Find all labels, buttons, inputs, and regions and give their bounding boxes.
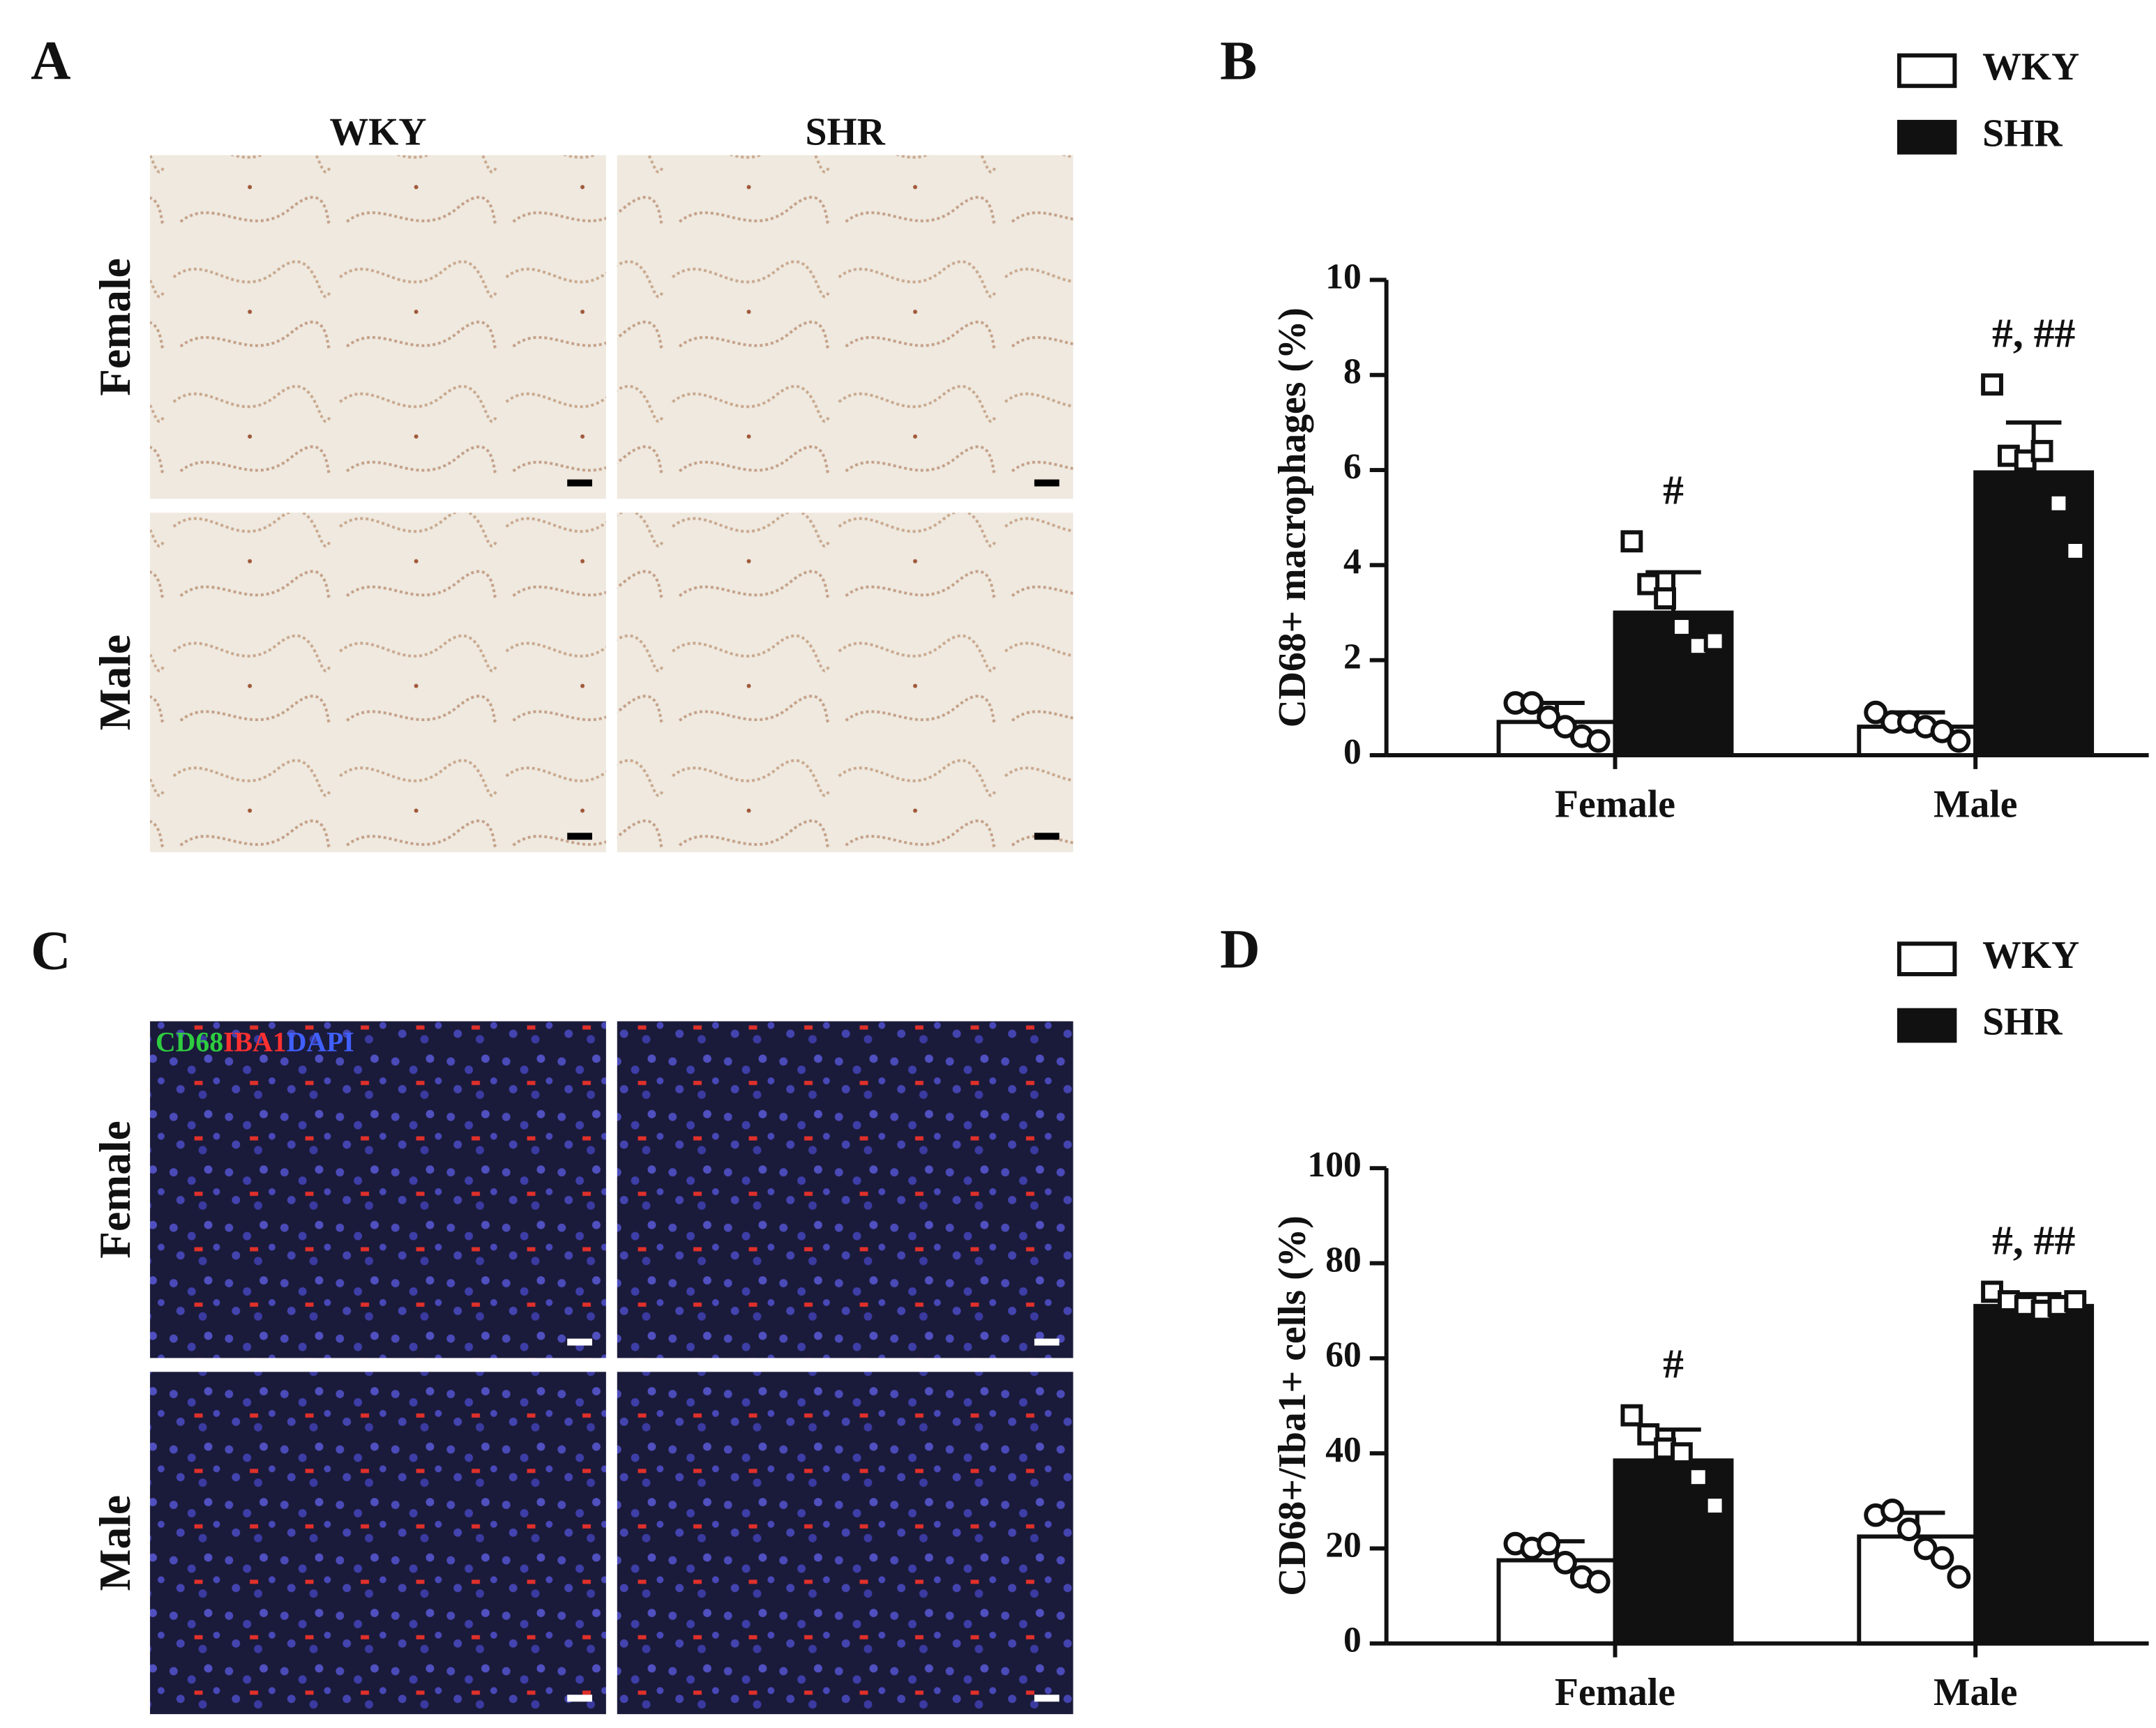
scale-bar xyxy=(1034,479,1060,487)
bar xyxy=(1613,1458,1734,1646)
scale-bar xyxy=(567,1338,592,1346)
data-point xyxy=(1620,1404,1643,1427)
stain-label: CD68IBA1DAPI xyxy=(156,1026,354,1057)
x-tick-label: Female xyxy=(1555,782,1675,826)
data-point xyxy=(2030,439,2053,462)
data-point xyxy=(2064,540,2087,562)
data-point xyxy=(1880,1499,1904,1522)
data-point xyxy=(1981,373,2003,396)
data-point xyxy=(1637,573,1660,596)
data-point xyxy=(1586,729,1611,753)
micrograph xyxy=(617,1021,1073,1358)
micrograph xyxy=(150,1021,606,1358)
row-header: Female xyxy=(90,258,140,396)
y-tick-label: 80 xyxy=(1325,1240,1362,1280)
data-point xyxy=(1930,1546,1954,1570)
data-point xyxy=(1671,1442,1693,1465)
panel-letter: B xyxy=(1220,31,1257,92)
y-axis-label: CD68+/Iba1+ cells (%) xyxy=(1271,1215,1314,1596)
panel-letter: D xyxy=(1220,918,1260,980)
micrograph xyxy=(150,155,606,499)
data-point xyxy=(1654,587,1676,609)
significance-label: #, ## xyxy=(1992,1218,2075,1264)
column-header: WKY xyxy=(329,111,426,154)
micrograph xyxy=(617,1372,1073,1715)
data-point xyxy=(1586,1570,1611,1594)
y-tick-label: 0 xyxy=(1343,732,1362,772)
bar xyxy=(1973,470,2095,757)
micrograph xyxy=(150,1372,606,1715)
y-tick-label: 10 xyxy=(1325,257,1362,296)
legend-label: WKY xyxy=(1982,934,2079,977)
stain-name: IBA1 xyxy=(223,1026,287,1057)
y-tick-label: 60 xyxy=(1325,1335,1362,1375)
panel-letter: A xyxy=(31,31,70,92)
data-point xyxy=(1703,1494,1726,1517)
column-header: SHR xyxy=(805,111,885,154)
y-tick-label: 20 xyxy=(1325,1525,1362,1565)
scale-bar xyxy=(567,1695,592,1702)
data-point xyxy=(1537,1531,1561,1556)
row-header: Female xyxy=(90,1121,140,1259)
y-tick-label: 40 xyxy=(1325,1430,1362,1470)
y-tick-label: 6 xyxy=(1343,447,1362,487)
scale-bar xyxy=(567,833,592,840)
row-header: Male xyxy=(90,635,140,731)
x-tick-label: Male xyxy=(1933,782,2017,826)
y-tick-label: 2 xyxy=(1343,637,1362,677)
data-point xyxy=(1947,1565,1971,1589)
scale-bar xyxy=(567,479,592,487)
legend-swatch xyxy=(1897,941,1957,976)
y-tick-label: 4 xyxy=(1343,542,1362,582)
legend-swatch xyxy=(1897,119,1957,155)
data-point xyxy=(1947,729,1971,753)
y-tick-label: 0 xyxy=(1343,1621,1362,1660)
significance-label: # xyxy=(1663,1341,1684,1387)
legend-swatch xyxy=(1897,1008,1957,1043)
legend-label: WKY xyxy=(1982,45,2079,89)
panel-letter: C xyxy=(31,920,70,981)
data-point xyxy=(1553,1551,1577,1575)
micrograph xyxy=(617,155,1073,499)
bar xyxy=(1496,1558,1618,1646)
stain-name: DAPI xyxy=(287,1026,354,1057)
bar xyxy=(1973,1303,2095,1646)
scale-bar xyxy=(1034,1695,1060,1702)
data-point xyxy=(1897,1517,1921,1542)
scale-bar xyxy=(1034,1338,1060,1346)
legend-swatch xyxy=(1897,53,1957,89)
scale-bar xyxy=(1034,833,1060,840)
significance-label: #, ## xyxy=(1992,310,2075,356)
data-point xyxy=(1520,691,1544,715)
data-point xyxy=(2064,1290,2087,1312)
data-point xyxy=(1620,530,1643,553)
y-tick-label: 100 xyxy=(1307,1145,1361,1185)
micrograph xyxy=(617,513,1073,853)
data-point xyxy=(1687,1466,1710,1489)
data-point xyxy=(1703,630,1726,653)
stain-name: CD68 xyxy=(156,1026,223,1057)
legend-label: SHR xyxy=(1982,1000,2063,1043)
y-axis-label: CD68+ macrophages (%) xyxy=(1271,308,1314,727)
row-header: Male xyxy=(90,1495,140,1591)
x-tick-label: Male xyxy=(1933,1671,2017,1714)
y-tick-label: 8 xyxy=(1343,352,1362,392)
data-point xyxy=(1671,616,1693,638)
x-tick-label: Female xyxy=(1555,1671,1675,1714)
micrograph xyxy=(150,513,606,853)
significance-label: # xyxy=(1663,467,1684,513)
legend-label: SHR xyxy=(1982,112,2063,155)
data-point xyxy=(2047,492,2070,515)
